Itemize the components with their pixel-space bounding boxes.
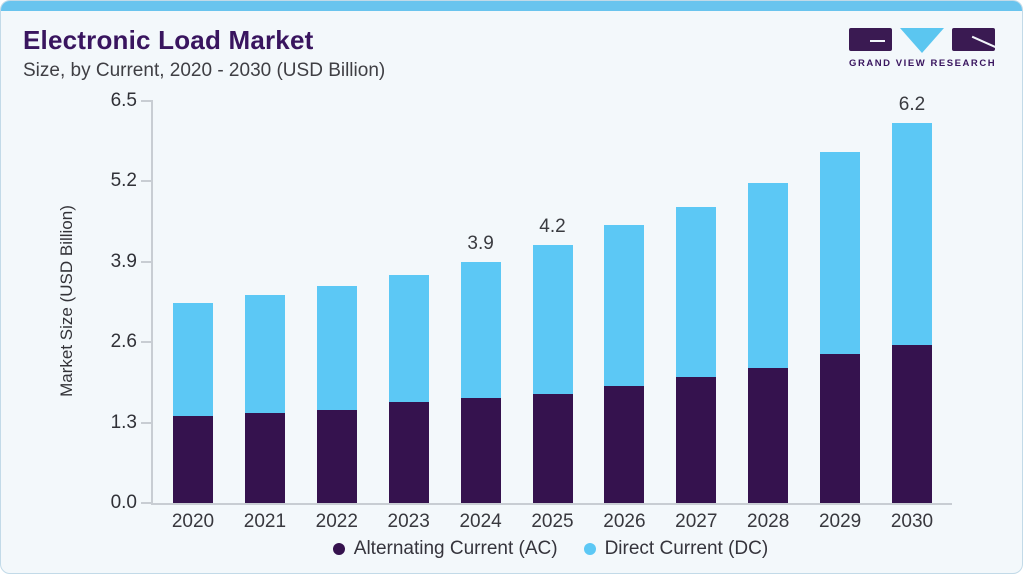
x-axis-label-2026: 2026: [603, 511, 646, 532]
bar-group-2028: 2028: [747, 182, 789, 532]
bar-segment-ac-2026: [604, 385, 645, 503]
bar-segment-dc-2024: [460, 261, 501, 398]
bar-segment-dc-2029: [820, 151, 861, 354]
page-title: Electronic Load Market: [23, 25, 314, 55]
bar-segment-ac-2021: [244, 412, 285, 503]
legend: Alternating Current (AC) Direct Current (…: [151, 538, 950, 560]
bar-group-2021: 2021: [244, 295, 286, 532]
x-axis-label-2028: 2028: [747, 511, 790, 532]
legend-label: Alternating Current (AC): [353, 538, 558, 559]
y-tick-mark: [141, 180, 153, 183]
bar-segment-dc-2027: [676, 206, 717, 378]
bar-segment-ac-2030: [892, 345, 932, 503]
legend-item-ac: Alternating Current (AC): [332, 538, 558, 560]
x-axis-label-2030: 2030: [890, 511, 934, 532]
x-axis-label-2024: 2024: [459, 511, 502, 532]
bar-segment-dc-2025: [532, 245, 573, 395]
bar-total-label-2025: 4.2: [539, 216, 566, 238]
bar-group-2025: 4.2 2025: [531, 216, 573, 532]
y-tick-label: 2.6: [110, 331, 137, 353]
bar-segment-ac-2025: [532, 394, 573, 503]
bar-segment-dc-2026: [604, 225, 645, 386]
y-tick-label: 5.2: [110, 170, 137, 192]
page-subtitle: Size, by Current, 2020 - 2030 (USD Billi…: [23, 60, 386, 81]
bar-segment-dc-2030: [892, 122, 932, 346]
bar-group-2029: 2029: [819, 151, 861, 532]
legend-dot-icon: [583, 543, 596, 555]
bar-group-2023: 2023: [388, 274, 430, 532]
x-axis-label-2029: 2029: [818, 511, 862, 532]
bar-segment-dc-2028: [748, 182, 789, 368]
bar-segment-ac-2027: [676, 377, 717, 503]
logo-v-icon: [900, 28, 944, 53]
logo-g-icon: [849, 28, 892, 51]
gvr-logo: GRAND VIEW RESEARCH: [849, 28, 995, 69]
x-axis-label-2023: 2023: [387, 511, 430, 532]
bar-segment-ac-2023: [388, 401, 429, 503]
bar-segment-dc-2023: [388, 274, 429, 402]
chart-header: Electronic Load Market Size, by Current,…: [23, 25, 385, 82]
bar-group-2030: 6.2 2030: [891, 94, 933, 532]
plot-area: 0.0 1.3 2.6 3.9 5.2 6.5 2020 2021 2022 2023 3.9 202…: [111, 90, 952, 532]
y-tick-mark: [141, 421, 153, 424]
bar-segment-ac-2020: [173, 416, 213, 503]
bar-segment-dc-2021: [244, 295, 285, 413]
legend-dot-icon: [332, 543, 345, 555]
logo-r-icon: [952, 28, 995, 51]
x-axis-label-2021: 2021: [243, 511, 287, 532]
y-tick-mark: [141, 502, 153, 504]
bar-segment-ac-2024: [460, 397, 501, 503]
bar-group-2024: 3.9 2024: [459, 233, 501, 532]
x-axis-label-2020: 2020: [171, 511, 215, 532]
gvr-logo-mark: [849, 28, 995, 53]
bar-group-2027: 2027: [675, 206, 717, 532]
legend-label: Direct Current (DC): [604, 538, 769, 559]
legend-item-dc: Direct Current (DC): [583, 538, 769, 560]
y-tick-mark: [141, 100, 153, 102]
y-tick-mark: [141, 260, 153, 263]
y-tick-label: 6.5: [110, 90, 137, 111]
x-axis-label-2025: 2025: [531, 511, 574, 532]
bar-group-2022: 2022: [316, 285, 358, 532]
bar-group-2026: 2026: [603, 225, 646, 532]
bar-segment-dc-2020: [173, 303, 213, 417]
bar-total-label-2024: 3.9: [467, 232, 494, 254]
y-tick-label: 3.9: [110, 250, 137, 272]
y-tick-label: 1.3: [110, 411, 137, 433]
bar-total-label-2030: 6.2: [898, 93, 926, 115]
x-axis-label-2027: 2027: [675, 511, 718, 532]
y-tick-mark: [141, 341, 153, 344]
bar-group-2020: 2020: [172, 303, 214, 532]
y-tick-label: 0.0: [110, 492, 137, 513]
top-accent-bar: [1, 1, 1022, 11]
y-axis-title: Market Size (USD Billion): [57, 205, 76, 397]
logo-text: GRAND VIEW RESEARCH: [849, 58, 997, 69]
bar-segment-ac-2029: [820, 353, 861, 503]
bar-segment-dc-2022: [316, 285, 357, 411]
x-axis-label-2022: 2022: [315, 511, 358, 532]
bar-segment-ac-2028: [748, 367, 789, 503]
bar-segment-ac-2022: [316, 410, 357, 503]
